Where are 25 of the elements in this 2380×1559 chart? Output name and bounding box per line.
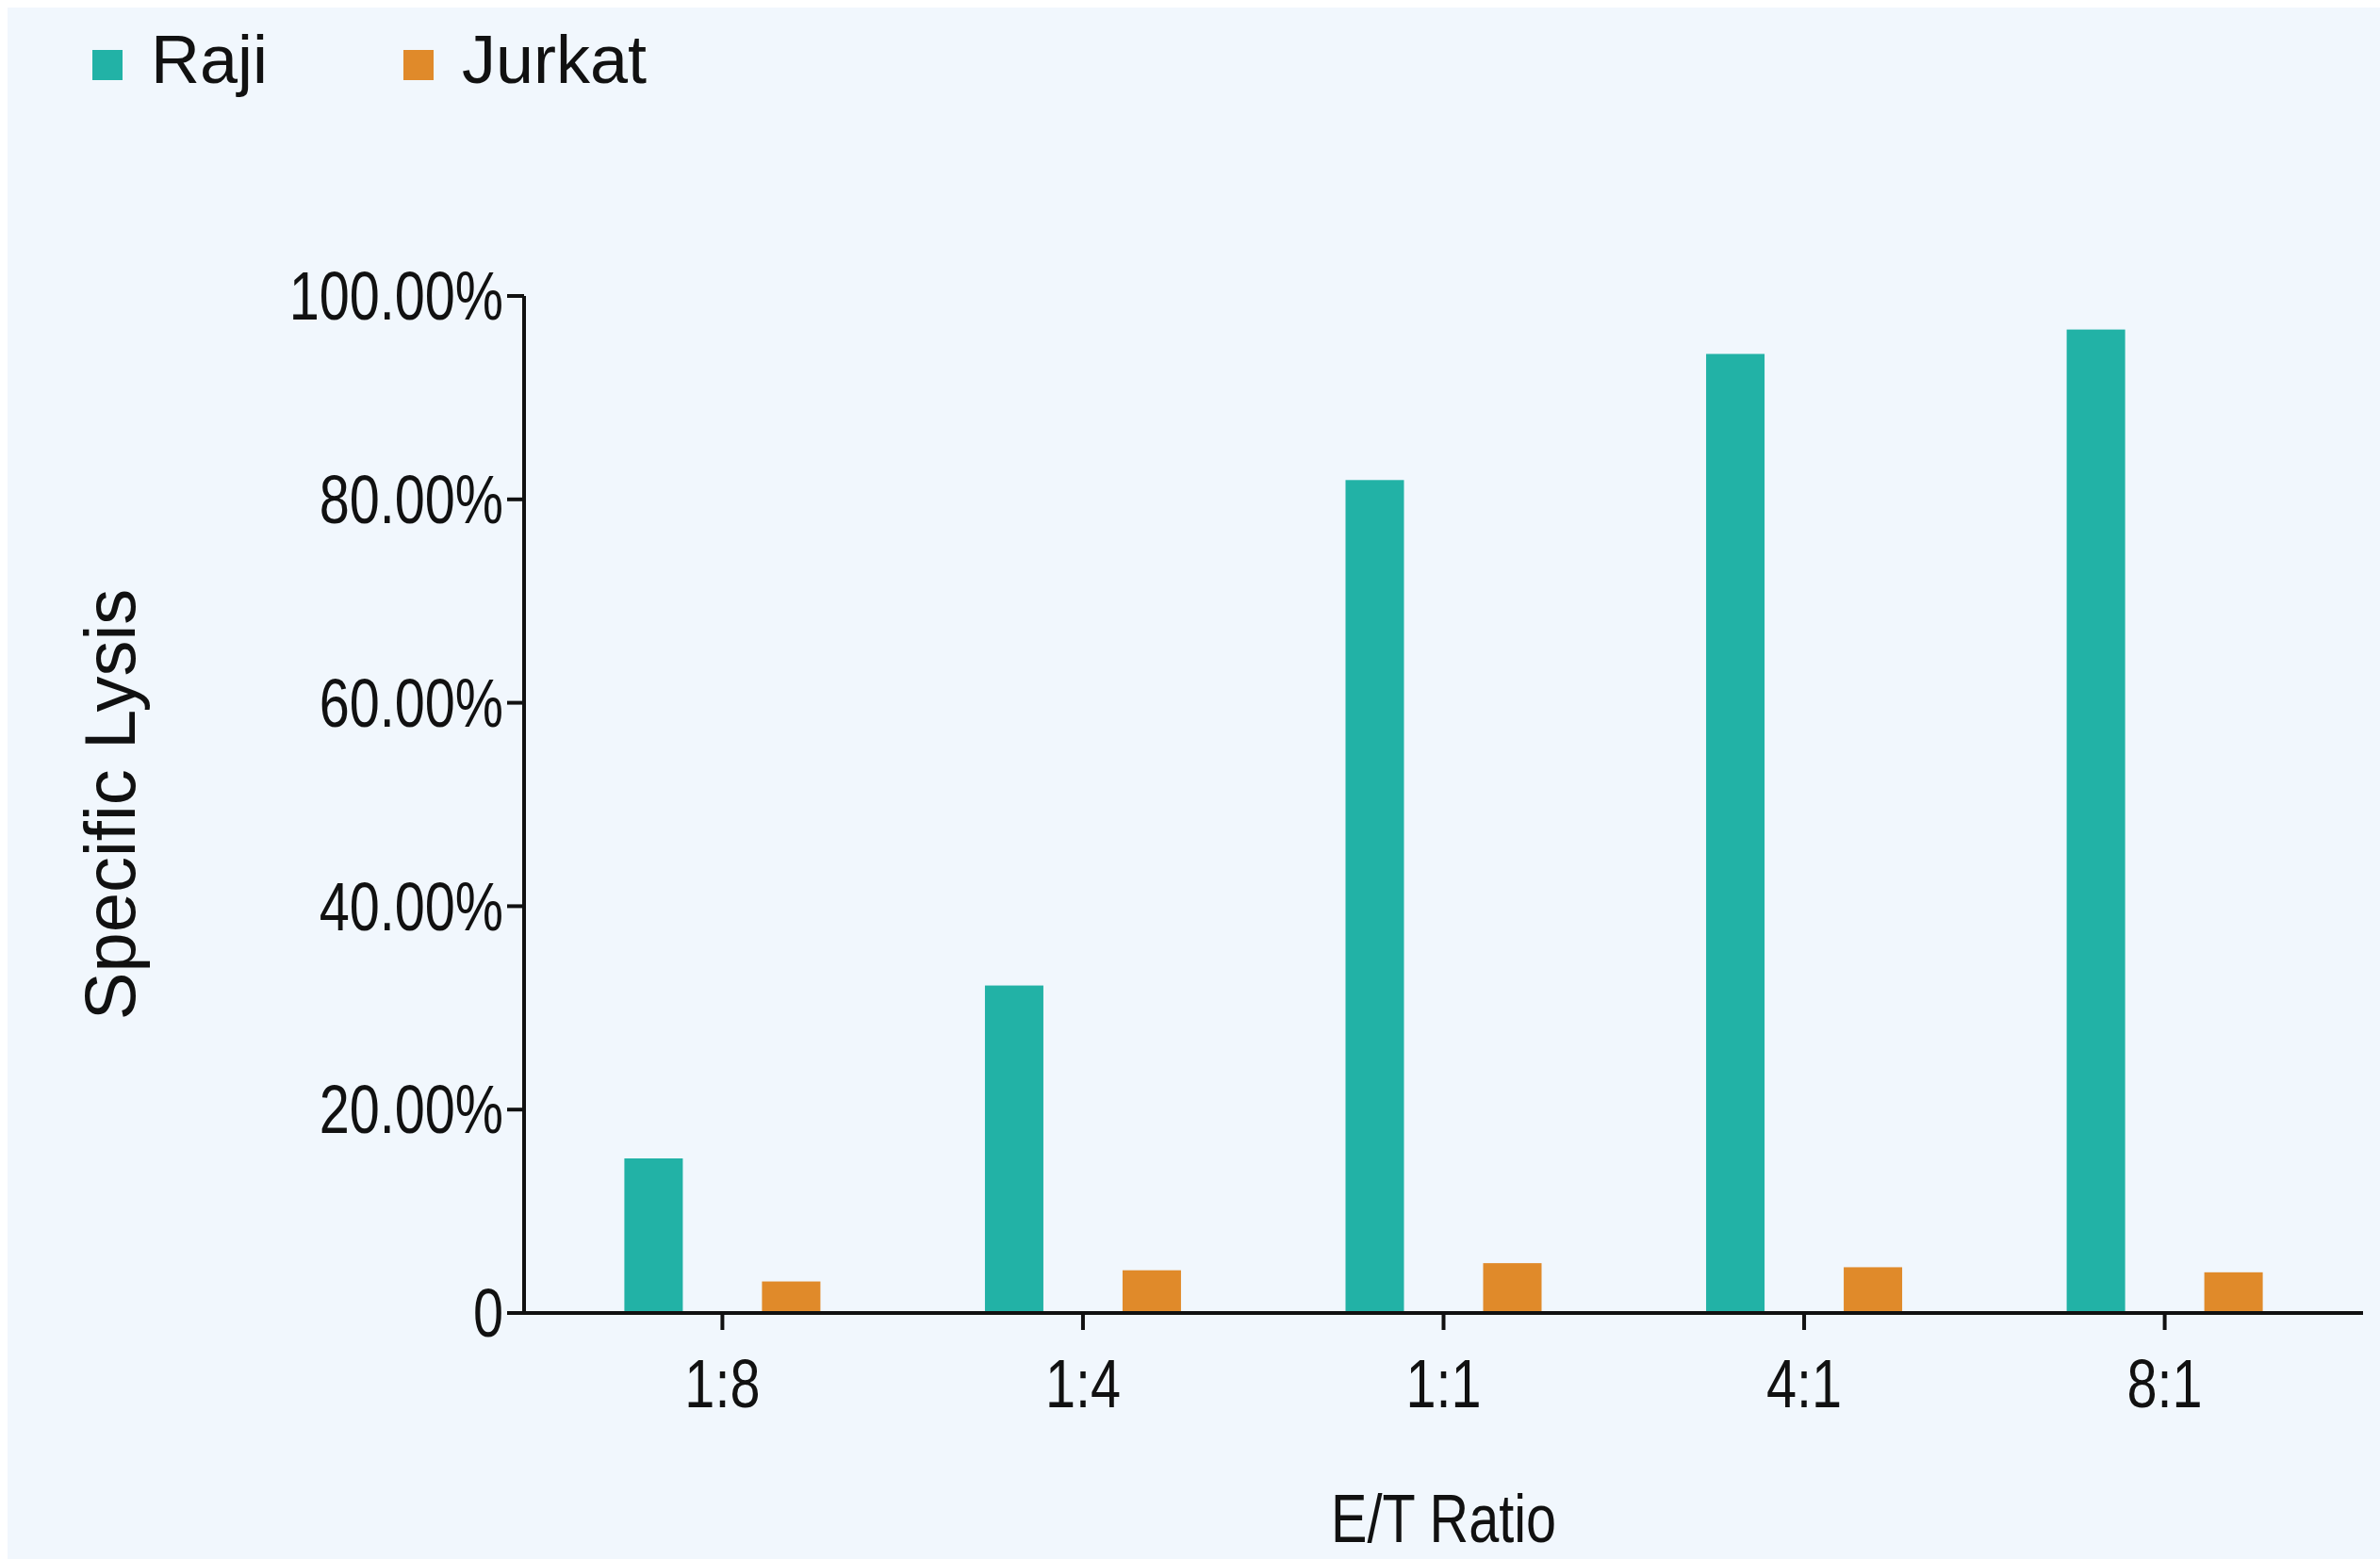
bar <box>1483 1263 1542 1313</box>
x-tick-label: 8:1 <box>2126 1345 2203 1422</box>
bar <box>624 1157 683 1313</box>
y-tick-label: 80.00% <box>319 461 503 538</box>
bar <box>1345 480 1404 1313</box>
x-axis-title: E/T Ratio <box>1331 1480 1556 1557</box>
y-tick-label: 100.00% <box>288 258 503 335</box>
bar <box>984 985 1043 1313</box>
bar <box>2204 1272 2263 1313</box>
y-tick-label: 40.00% <box>319 868 503 945</box>
bar <box>1844 1267 1903 1313</box>
x-tick-label: 1:1 <box>1405 1345 1482 1422</box>
y-tick-label: 20.00% <box>319 1072 503 1148</box>
legend-label: Jurkat <box>462 22 648 97</box>
bar <box>762 1281 821 1313</box>
bar <box>1706 353 1765 1313</box>
y-axis-title: Specific Lysis <box>70 588 150 1021</box>
x-tick-label: 4:1 <box>1766 1345 1843 1422</box>
x-tick-label: 1:4 <box>1044 1345 1121 1422</box>
y-tick-label: 60.00% <box>319 665 503 742</box>
x-tick-label: 1:8 <box>684 1345 761 1422</box>
y-tick-label: 0 <box>472 1275 503 1352</box>
legend-label: Raji <box>151 22 269 97</box>
bar <box>1122 1270 1181 1313</box>
bar <box>2066 329 2126 1313</box>
